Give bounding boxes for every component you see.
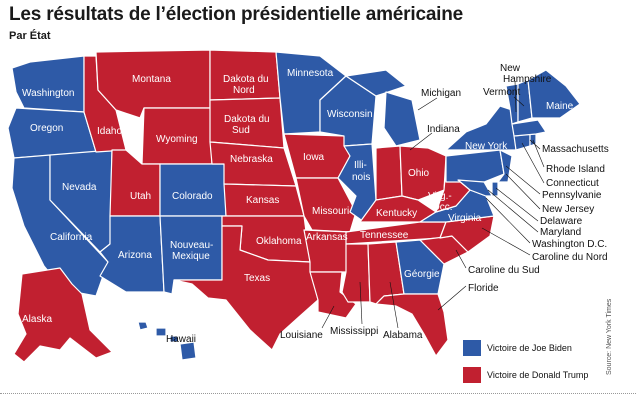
label-kansas: Kansas xyxy=(246,195,279,206)
map-title: Les résultats de l’élection présidentiel… xyxy=(9,4,464,25)
label-montana: Montana xyxy=(132,74,171,85)
label-south-dakota-2: Sud xyxy=(232,125,250,136)
state-texas[interactable] xyxy=(173,225,319,351)
legend-item-biden: Victoire de Joe Biden xyxy=(463,340,588,356)
label-pennsylvania: Pennsylvanie xyxy=(542,190,602,201)
state-michigan-upper[interactable] xyxy=(345,69,407,97)
state-washington[interactable] xyxy=(11,55,85,113)
state-georgia[interactable] xyxy=(395,239,445,295)
label-maryland: Maryland xyxy=(540,227,581,238)
label-washington: Washington xyxy=(22,88,74,99)
label-delaware: Delaware xyxy=(540,216,583,227)
label-south-dakota-1: Dakota du xyxy=(224,114,270,125)
label-idaho: Idaho xyxy=(97,126,122,137)
label-illinois-1: Illi- xyxy=(354,160,367,171)
label-missouri: Missouri xyxy=(312,206,349,217)
legend-label-biden: Victoire de Joe Biden xyxy=(487,343,572,353)
label-north-carolina: Caroline du Nord xyxy=(532,252,608,263)
label-new-mexico-1: Nouveau- xyxy=(170,240,213,251)
label-indiana: Indiana xyxy=(427,124,460,135)
label-arkansas: Arkansas xyxy=(306,232,348,243)
state-colorado[interactable] xyxy=(159,163,227,217)
label-new-mexico-2: Mexique xyxy=(172,251,210,262)
label-california: California xyxy=(50,232,93,243)
legend: Victoire de Joe Biden Victoire de Donald… xyxy=(463,340,588,394)
label-massachusetts: Massachusetts xyxy=(542,144,609,155)
label-virginia: Virginia xyxy=(448,213,482,224)
label-wv-1: Virg.- xyxy=(428,191,452,202)
map-subtitle: Par État xyxy=(9,30,51,42)
label-north-dakota-2: Nord xyxy=(233,85,255,96)
label-vermont: Vermont xyxy=(483,87,520,98)
label-wyoming: Wyoming xyxy=(156,134,198,145)
label-new-york: New York xyxy=(465,141,508,152)
label-oregon: Oregon xyxy=(30,123,63,134)
label-florida: Floride xyxy=(468,283,499,294)
label-alaska: Alaska xyxy=(22,314,52,325)
label-illinois-2: nois xyxy=(352,172,370,183)
state-illinois[interactable] xyxy=(337,143,377,223)
source-note: Source: New York Times xyxy=(606,298,613,375)
label-washington-dc: Washington D.C. xyxy=(532,239,607,250)
state-louisiana[interactable] xyxy=(309,271,357,319)
legend-swatch-trump xyxy=(463,367,481,383)
legend-swatch-biden xyxy=(463,340,481,356)
label-nevada: Nevada xyxy=(62,182,97,193)
label-alabama: Alabama xyxy=(383,330,423,341)
label-oklahoma: Oklahoma xyxy=(256,236,302,247)
state-maryland[interactable] xyxy=(457,179,493,197)
label-hawaii: Hawaii xyxy=(166,334,196,345)
label-new-jersey: New Jersey xyxy=(542,204,594,215)
label-south-carolina: Caroline du Sud xyxy=(468,265,540,276)
state-maine[interactable] xyxy=(527,69,581,119)
state-vermont[interactable] xyxy=(505,83,519,125)
label-utah: Utah xyxy=(130,191,151,202)
label-kentucky: Kentucky xyxy=(376,208,417,219)
state-pennsylvania[interactable] xyxy=(445,149,505,183)
label-new-hampshire-2: Hampshire xyxy=(503,74,552,85)
label-georgia: Géorgie xyxy=(404,269,440,280)
label-north-dakota-1: Dakota du xyxy=(223,74,269,85)
label-minnesota: Minnesota xyxy=(287,68,334,79)
label-connecticut: Connecticut xyxy=(546,178,599,189)
state-connecticut[interactable] xyxy=(513,133,531,151)
label-michigan: Michigan xyxy=(421,88,461,99)
state-alaska[interactable] xyxy=(13,267,113,363)
label-texas: Texas xyxy=(244,273,270,284)
legend-item-trump: Victoire de Donald Trump xyxy=(463,367,588,383)
state-florida[interactable] xyxy=(375,293,449,357)
state-new-jersey[interactable] xyxy=(497,149,513,183)
label-new-hampshire-1: New xyxy=(500,63,521,74)
label-louisiana: Louisiane xyxy=(280,330,323,341)
bottom-divider xyxy=(0,393,636,394)
state-hawaii[interactable] xyxy=(137,321,197,361)
label-nebraska: Nebraska xyxy=(230,154,273,165)
label-mississippi: Mississippi xyxy=(330,326,378,337)
state-michigan[interactable] xyxy=(383,91,421,147)
state-new-york[interactable] xyxy=(445,105,517,151)
label-ohio: Ohio xyxy=(408,168,430,179)
label-tennessee: Tennessee xyxy=(360,230,409,241)
state-massachusetts[interactable] xyxy=(511,119,547,137)
state-indiana[interactable] xyxy=(375,145,403,201)
state-mississippi[interactable] xyxy=(341,243,371,303)
label-wv-2: Occ. xyxy=(432,202,453,213)
state-delaware[interactable] xyxy=(491,181,499,197)
legend-label-trump: Victoire de Donald Trump xyxy=(487,370,589,380)
label-wisconsin: Wisconsin xyxy=(327,109,373,120)
label-maine: Maine xyxy=(546,101,574,112)
label-rhode-island: Rhode Island xyxy=(546,164,605,175)
label-iowa: Iowa xyxy=(303,152,325,163)
label-colorado: Colorado xyxy=(172,191,213,202)
label-arizona: Arizona xyxy=(118,250,152,261)
